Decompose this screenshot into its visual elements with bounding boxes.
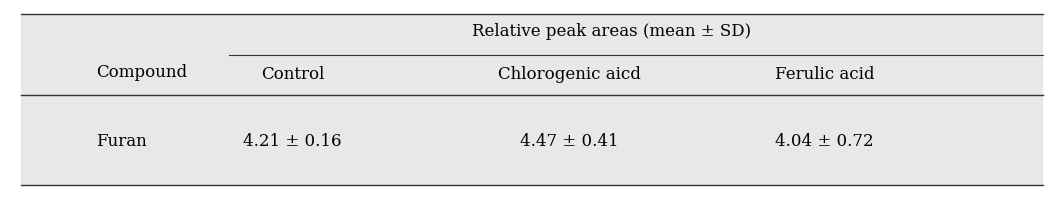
Text: Furan: Furan	[96, 133, 147, 150]
Text: 4.04 ± 0.72: 4.04 ± 0.72	[776, 133, 874, 150]
Bar	[21, 14, 1043, 185]
Text: 4.21 ± 0.16: 4.21 ± 0.16	[244, 133, 342, 150]
Text: Chlorogenic aicd: Chlorogenic aicd	[498, 66, 641, 83]
Text: Control: Control	[261, 66, 325, 83]
Text: Ferulic acid: Ferulic acid	[775, 66, 875, 83]
Text: Compound: Compound	[96, 64, 187, 81]
Text: 4.47 ± 0.41: 4.47 ± 0.41	[520, 133, 618, 150]
Text: Relative peak areas (mean ± SD): Relative peak areas (mean ± SD)	[472, 23, 751, 40]
